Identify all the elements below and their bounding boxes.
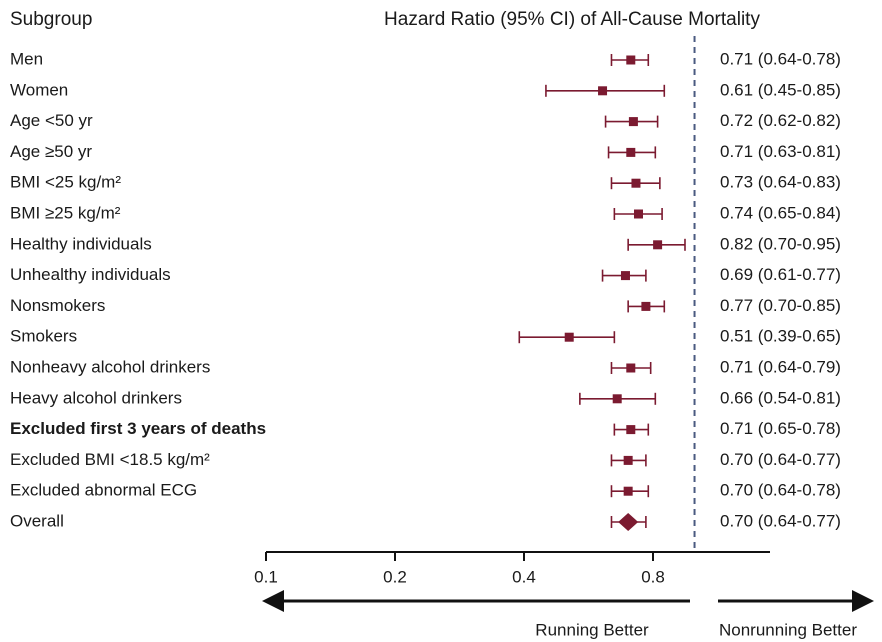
chart-title: Hazard Ratio (95% CI) of All-Cause Morta… bbox=[384, 9, 760, 30]
x-tick-label: 0.2 bbox=[383, 567, 407, 586]
hr-marker bbox=[626, 363, 636, 373]
hr-marker bbox=[633, 209, 643, 219]
hr-marker bbox=[628, 117, 638, 127]
hr-marker bbox=[564, 332, 574, 342]
hr-marker bbox=[623, 486, 633, 496]
row-label: 0.72 (0.62-0.82) bbox=[720, 111, 841, 130]
hr-marker bbox=[631, 178, 641, 188]
row-label: 0.71 (0.64-0.79) bbox=[720, 357, 841, 376]
hr-marker bbox=[626, 147, 636, 157]
x-tick-label: 0.4 bbox=[512, 567, 536, 586]
row-label: 0.70 (0.64-0.77) bbox=[720, 511, 841, 530]
row-name: Men bbox=[10, 49, 43, 68]
row-name: Nonsmokers bbox=[10, 296, 105, 315]
row-label: 0.71 (0.65-0.78) bbox=[720, 419, 841, 438]
row-name: Age ≥50 yr bbox=[10, 142, 92, 161]
row-label: 0.69 (0.61-0.77) bbox=[720, 265, 841, 284]
hr-marker bbox=[626, 55, 636, 65]
row-name: Unhealthy individuals bbox=[10, 265, 171, 284]
row-name: Excluded abnormal ECG bbox=[10, 481, 197, 500]
row-name: Nonheavy alcohol drinkers bbox=[10, 357, 210, 376]
row-label: 0.71 (0.64-0.78) bbox=[720, 49, 841, 68]
row-label: 0.70 (0.64-0.78) bbox=[720, 481, 841, 500]
row-label: 0.82 (0.70-0.95) bbox=[720, 234, 841, 253]
row-name: BMI ≥25 kg/m² bbox=[10, 203, 121, 222]
right-label: Nonrunning Better bbox=[719, 620, 857, 639]
row-label: 0.73 (0.64-0.83) bbox=[720, 173, 841, 192]
row-label: 0.77 (0.70-0.85) bbox=[720, 296, 841, 315]
column-header: Subgroup bbox=[10, 9, 92, 30]
row-name: Age <50 yr bbox=[10, 111, 93, 130]
hr-marker bbox=[620, 271, 630, 281]
row-name: Excluded first 3 years of deaths bbox=[10, 419, 266, 438]
row-label: 0.71 (0.63-0.81) bbox=[720, 142, 841, 161]
row-name: Healthy individuals bbox=[10, 234, 152, 253]
hr-marker bbox=[612, 394, 622, 404]
x-tick-label: 0.8 bbox=[641, 567, 665, 586]
x-tick-label: 0.1 bbox=[254, 567, 278, 586]
row-label: 0.51 (0.39-0.65) bbox=[720, 327, 841, 346]
row-name: Smokers bbox=[10, 327, 77, 346]
row-name: BMI <25 kg/m² bbox=[10, 173, 121, 192]
row-name: Excluded BMI <18.5 kg/m² bbox=[10, 450, 210, 469]
hr-marker bbox=[641, 301, 651, 311]
hr-marker bbox=[626, 425, 636, 435]
row-label: 0.70 (0.64-0.77) bbox=[720, 450, 841, 469]
arrows bbox=[262, 590, 874, 612]
hr-marker bbox=[623, 455, 633, 465]
row-name: Women bbox=[10, 80, 68, 99]
left-label: Running Better bbox=[535, 620, 649, 639]
row-label: 0.66 (0.54-0.81) bbox=[720, 388, 841, 407]
hr-marker bbox=[598, 86, 608, 96]
row-name: Heavy alcohol drinkers bbox=[10, 388, 182, 407]
row-name: Overall bbox=[10, 511, 64, 530]
hr-marker bbox=[653, 240, 663, 250]
row-label: 0.74 (0.65-0.84) bbox=[720, 203, 841, 222]
summary-marker bbox=[618, 513, 639, 531]
row-label: 0.61 (0.45-0.85) bbox=[720, 80, 841, 99]
